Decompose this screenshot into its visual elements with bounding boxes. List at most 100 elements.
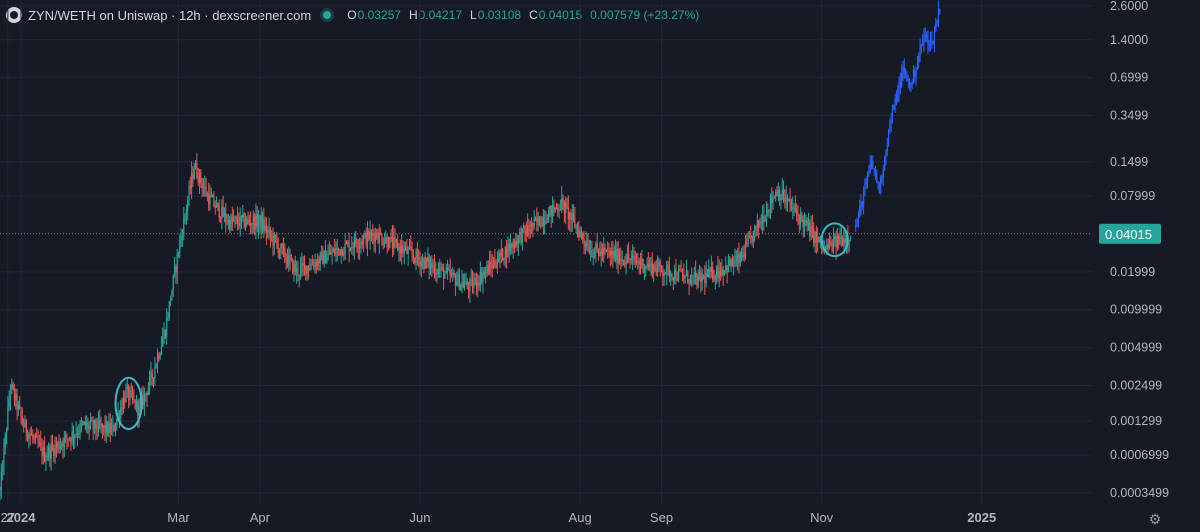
candle [307, 266, 310, 270]
projection-candle [929, 40, 932, 45]
candle [341, 248, 344, 256]
projection-candle [910, 82, 912, 88]
candle [779, 189, 781, 201]
candle [114, 426, 117, 431]
candle [481, 272, 483, 282]
candle [223, 212, 226, 217]
candle [40, 442, 42, 445]
candle [840, 237, 842, 240]
y-tick-label: 0.002499 [1110, 378, 1162, 392]
candle [654, 264, 656, 270]
candle [334, 248, 336, 255]
candle [760, 222, 762, 224]
candle [437, 269, 439, 274]
candle [163, 330, 165, 339]
projection-candle [861, 202, 863, 207]
candle [672, 278, 674, 280]
projection-candle [926, 34, 928, 36]
x-tick-label: Nov [810, 510, 834, 525]
candle [607, 250, 609, 252]
candle [786, 197, 789, 201]
candle [246, 218, 248, 225]
candle [30, 434, 33, 436]
price-change: 0.007579 (+23.27%) [590, 8, 700, 22]
projection-candle [882, 169, 884, 178]
candle [215, 202, 218, 208]
gear-icon[interactable]: ⚙ [1148, 511, 1162, 527]
candle [790, 205, 793, 209]
candle [402, 245, 404, 253]
candle [50, 445, 52, 459]
candle [477, 282, 479, 287]
candle [71, 431, 73, 442]
candle [412, 254, 415, 258]
candle [149, 375, 151, 388]
candle [807, 222, 810, 226]
candle [464, 283, 466, 288]
candle [407, 248, 409, 254]
candle [395, 239, 397, 242]
projection-candle [912, 70, 915, 84]
candle [309, 268, 311, 270]
y-tick-label: 0.009999 [1110, 303, 1162, 317]
candle [444, 273, 446, 279]
candle [668, 265, 670, 277]
candle [474, 277, 476, 283]
candle [116, 418, 118, 427]
candle [370, 232, 373, 234]
candle [130, 391, 132, 393]
live-status-dot-icon [323, 11, 332, 19]
candle [264, 225, 266, 231]
candle [204, 186, 206, 188]
candle [179, 240, 181, 253]
candle [751, 236, 753, 243]
candle [205, 186, 207, 196]
candle [473, 282, 475, 289]
candle [394, 237, 396, 240]
candle [761, 216, 764, 224]
projection-candle [915, 69, 917, 77]
candle [134, 399, 136, 409]
candle [576, 225, 579, 230]
candle [222, 206, 224, 217]
candle [717, 266, 719, 278]
candle [702, 275, 705, 277]
candle [239, 215, 241, 227]
candle [710, 267, 712, 272]
candle [561, 198, 563, 210]
candle [91, 419, 93, 421]
candle [722, 269, 724, 275]
candle [537, 216, 539, 222]
candle [806, 220, 808, 226]
candle [616, 248, 618, 261]
candle [706, 273, 709, 277]
candle [621, 259, 623, 261]
candle [655, 269, 657, 273]
candle [705, 273, 707, 284]
candle [79, 423, 81, 434]
candle [588, 251, 590, 253]
candle [171, 290, 173, 301]
candle [782, 189, 785, 201]
candle [604, 247, 606, 250]
candle [225, 212, 227, 222]
candle [708, 268, 710, 277]
candle [439, 269, 441, 271]
candle [758, 220, 760, 227]
candle [677, 268, 680, 280]
candle [525, 230, 527, 235]
candle [282, 246, 285, 248]
candle [391, 237, 394, 248]
projection-candle [932, 40, 934, 43]
projection-candle [866, 174, 869, 182]
candle [593, 252, 596, 257]
candle [414, 257, 416, 263]
projection-candle [891, 109, 894, 121]
candle [133, 398, 135, 400]
candle [460, 284, 462, 290]
candle [571, 213, 573, 221]
candle [624, 261, 626, 265]
candle [187, 200, 189, 211]
candle [374, 232, 376, 242]
